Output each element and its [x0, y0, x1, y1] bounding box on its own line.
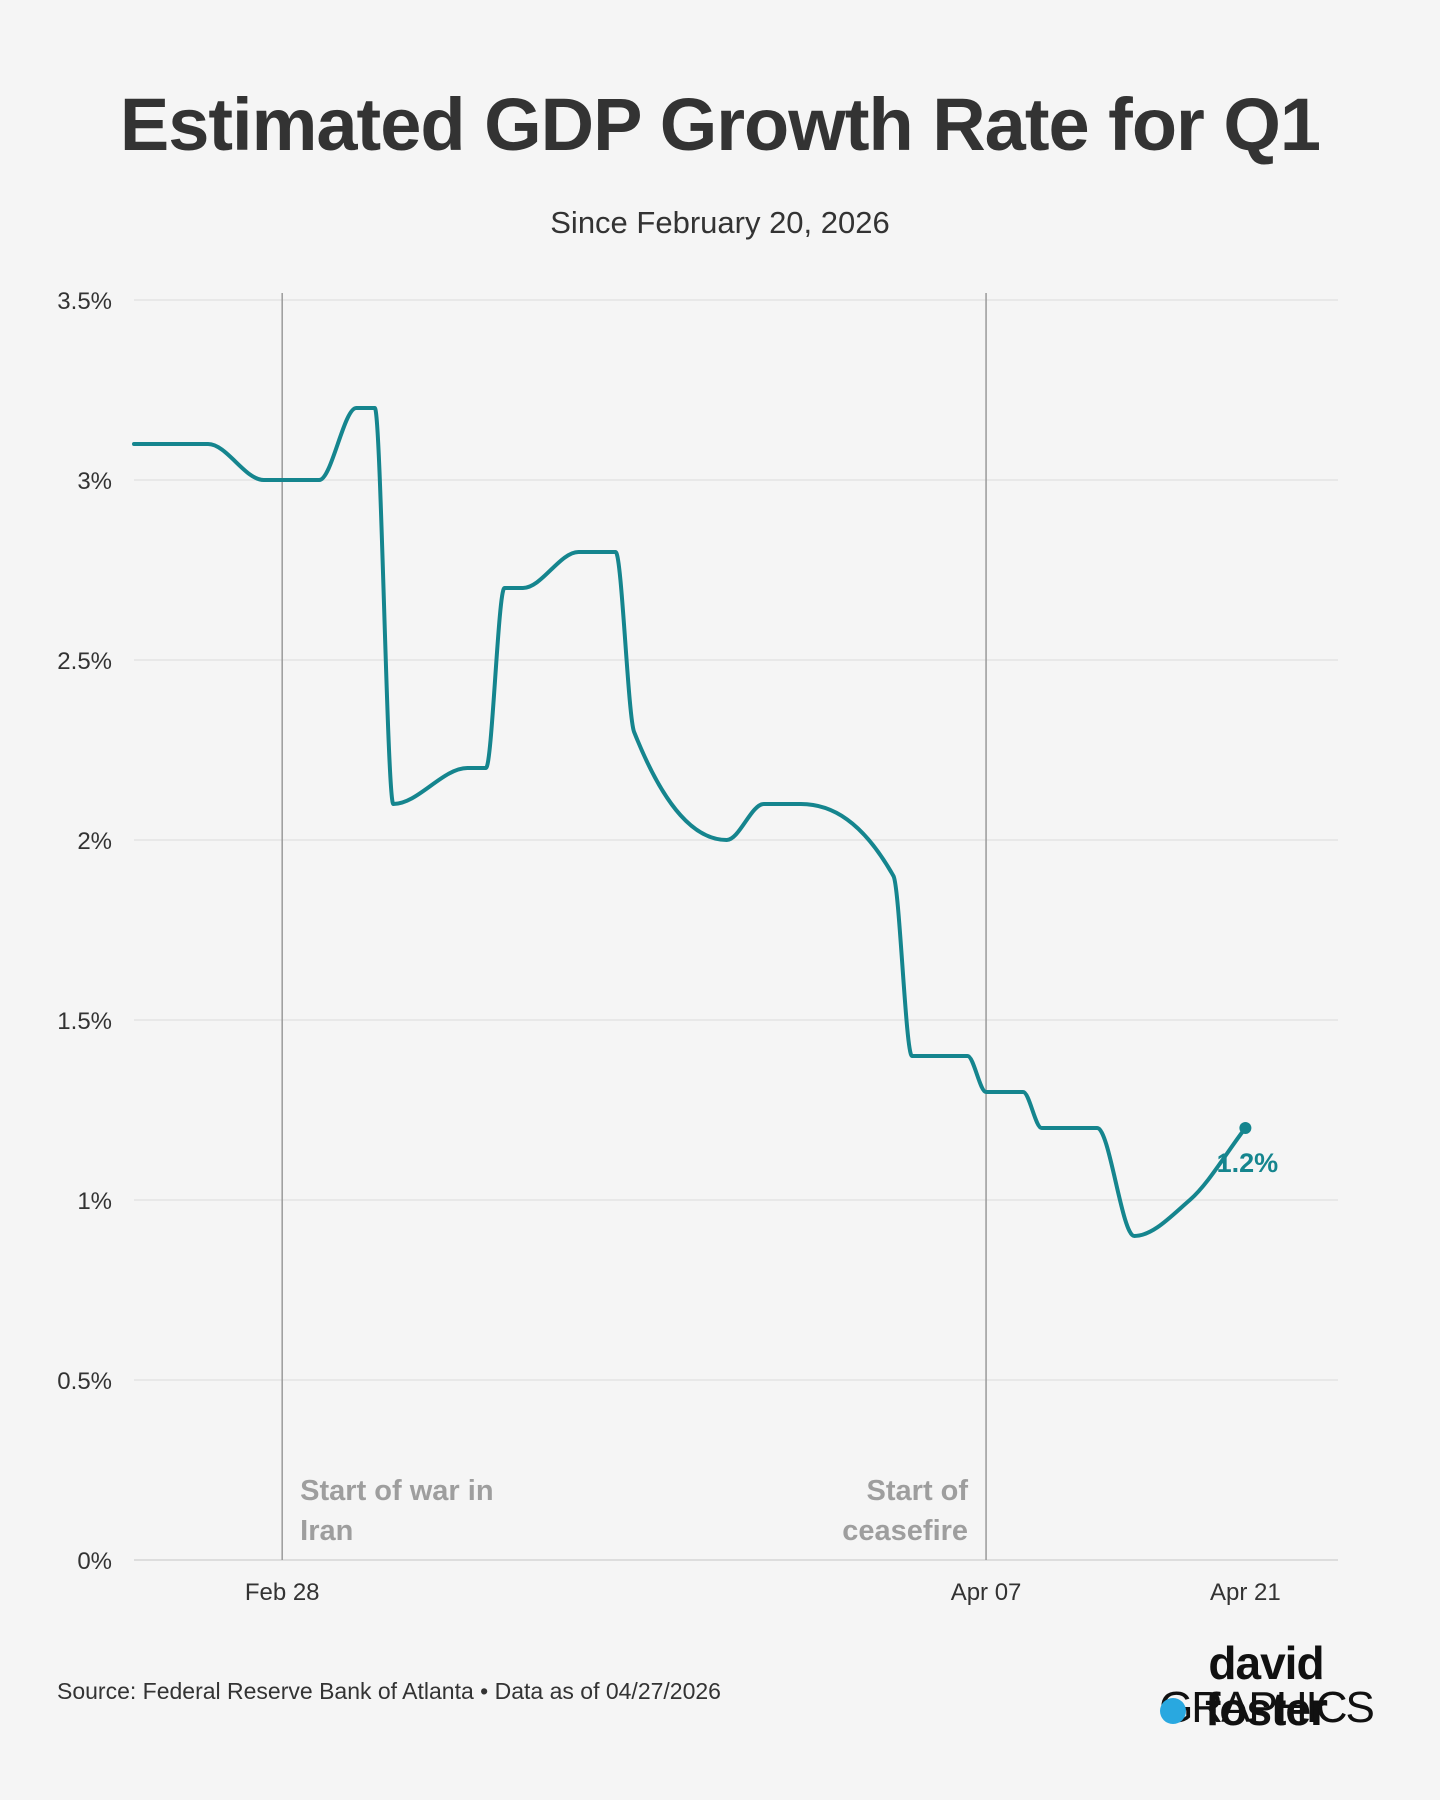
- y-tick-label: 0%: [77, 1548, 112, 1575]
- end-value-label: 1.2%: [1217, 1148, 1279, 1178]
- y-tick-label: 2%: [77, 828, 112, 855]
- y-tick-label: 2.5%: [57, 648, 112, 675]
- chart-title: Estimated GDP Growth Rate for Q1: [119, 83, 1321, 166]
- y-tick-label: 0.5%: [57, 1368, 112, 1395]
- x-tick-label: Feb 28: [245, 1579, 320, 1606]
- series-line: [132, 406, 1248, 1238]
- y-tick-label: 1.5%: [57, 1008, 112, 1035]
- annotation-text: ceasefire: [842, 1515, 968, 1547]
- x-tick-label: Apr 07: [951, 1579, 1022, 1606]
- y-tick-label: 3%: [77, 468, 112, 495]
- source-note: Source: Federal Reserve Bank of Atlanta …: [57, 1678, 721, 1704]
- brand-logo-line2: GRAPHICS: [1159, 1683, 1375, 1732]
- brand-logo-dot: [1160, 1698, 1186, 1724]
- annotation-text: Iran: [300, 1515, 353, 1547]
- brand-logo: david foster GRAPHICS: [1146, 1637, 1386, 1735]
- brand-logo-line1: david foster: [1205, 1637, 1328, 1735]
- y-tick-label: 3.5%: [57, 288, 112, 315]
- x-tick-label: Apr 21: [1210, 1579, 1281, 1606]
- annotation-text: Start of: [867, 1475, 969, 1507]
- chart-subtitle: Since February 20, 2026: [550, 205, 890, 240]
- end-point-marker: [1239, 1122, 1252, 1134]
- y-tick-label: 1%: [77, 1188, 112, 1215]
- annotation-text: Start of war in: [300, 1475, 493, 1507]
